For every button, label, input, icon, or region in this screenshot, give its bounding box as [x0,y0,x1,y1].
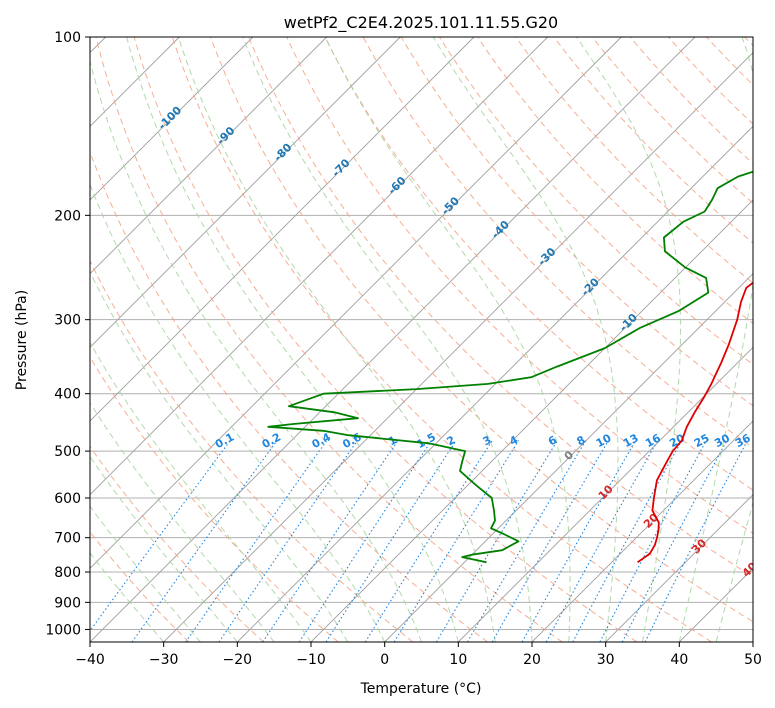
mixing-ratio-line [298,440,432,642]
moist-adiabat-line [242,37,533,642]
dry-adiabat-line [629,37,753,165]
x-tick-label: 10 [449,652,467,668]
moist-adiabat-line [90,455,238,642]
y-tick-label: 200 [54,208,81,224]
mixing-ratio-label: 30 [712,431,732,450]
y-tick-label: 300 [54,313,81,329]
isotherm-line [90,37,548,496]
mixing-ratio-line [644,440,748,642]
dry-adiabat-line [90,445,264,642]
isotherm-line [163,52,753,642]
isotherm-line [90,37,401,348]
mixing-ratio-line [393,440,520,642]
mixing-ratio-line [218,440,358,642]
y-tick-label: 1000 [45,622,81,638]
mixing-ratio-line [599,440,707,642]
moist-adiabat-line [90,505,201,642]
dry-adiabat-line [95,37,563,642]
y-tick-label: 500 [54,444,81,460]
x-tick-label: −30 [149,652,179,668]
mixing-ratio-line [90,440,231,632]
mixing-ratio-line [491,440,609,642]
moist-adiabat-line [177,37,496,642]
moist-adiabat-line [576,37,682,642]
mixing-ratio-line [262,440,399,642]
x-tick-label: 30 [597,652,615,668]
dry-adiabat-line [133,37,638,642]
isotherm-line [237,125,753,642]
x-tick-label: −10 [296,652,326,668]
y-tick-label: 100 [54,30,81,46]
moist-adiabat-line [90,401,275,642]
isotherm-line [90,37,696,642]
mixing-ratio-label: 13 [621,431,641,450]
moist-adiabat-line [324,37,571,642]
x-tick-label: 0 [380,652,389,668]
isotherm-line [384,273,753,642]
moist-adiabat-line [90,59,422,642]
isotherm-line [458,346,753,642]
isotherm-line [90,37,622,569]
dewpoint-profile-line [267,170,753,564]
dry-adiabat-line [210,37,753,623]
y-tick-label: 900 [54,595,81,611]
dry-adiabat-line [362,37,753,449]
axes: −40 −30 −20 −10 0 10 20 30 40 50 100 200 300 400 500 60… [45,30,762,668]
x-axis-label: Temperature (°C) [360,681,482,697]
mixing-ratio-label: 25 [692,431,712,450]
plot-frame [89,36,754,643]
mixing-ratio-label: 20 [667,431,687,450]
y-tick-label: 800 [54,565,81,581]
moist-adiabat-line [432,37,619,642]
mixing-ratio-label: 16 [643,431,663,450]
x-tick-label: −20 [223,652,253,668]
mixing-ratio-label: 10 [594,431,614,450]
mixing-ratio-line [185,440,328,642]
y-axis-label: Pressure (hPa) [14,290,30,390]
isotherm-line [90,37,254,201]
x-tick-label: 20 [523,652,541,668]
dry-adiabat-line [248,37,753,578]
dry-adiabat-line [400,37,753,407]
isotherm-line [90,37,475,422]
dry-adiabat-line [591,37,753,204]
moist-adiabat-line [678,37,753,642]
mixing-ratio-line [521,440,637,642]
y-tick-label: 600 [54,491,81,507]
x-tick-label: −40 [75,652,105,668]
dry-adiabat-line [90,259,414,642]
mixing-ratio-line [467,440,587,642]
chart-title: wetPf2_C2E4.2025.101.11.55.G20 [284,13,558,33]
isotherm-line [531,420,753,642]
moist-adiabat-line [90,183,386,642]
mixing-ratio-line [435,440,558,642]
mixing-ratio-line [621,440,728,642]
temperature-profile-line [637,281,753,563]
dry-adiabat-line [477,37,753,325]
moist-adiabat-line [715,500,753,642]
mixing-ratio-label: 36 [733,431,753,450]
dry-adiabat-line [515,37,753,284]
dry-adiabat-line [324,37,753,491]
mixing-ratio-line [131,440,278,642]
moist-adiabat-line [126,37,459,642]
isotherm-line [90,37,327,275]
y-tick-label: 400 [54,387,81,403]
y-tick-label: 700 [54,531,81,547]
x-tick-label: 50 [744,652,762,668]
moist-adiabat-line [90,270,349,642]
x-tick-label: 40 [670,652,688,668]
isotherm-line [605,494,753,642]
